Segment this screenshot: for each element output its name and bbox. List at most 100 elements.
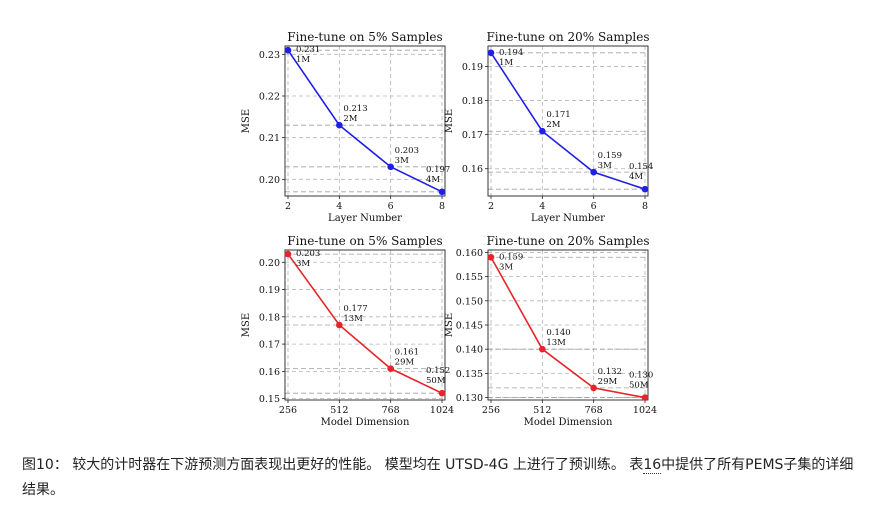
param-count-label: 3M [296, 259, 310, 269]
data-point [641, 185, 649, 193]
y-tick-label: 0.135 [456, 369, 483, 380]
caption-text-after: 中提供了所有PEMS子集的详细结果。 [22, 457, 854, 498]
y-tick-label: 0.130 [456, 393, 483, 404]
data-value-label: 0.132 [598, 367, 622, 377]
y-tick-label: 0.160 [456, 248, 483, 259]
param-count-label: 3M [598, 161, 612, 171]
data-value-label: 0.203 [395, 146, 419, 156]
y-tick-label: 0.150 [456, 296, 483, 307]
y-tick-label: 0.16 [462, 164, 483, 175]
data-value-label: 0.171 [546, 110, 570, 120]
data-value-label: 0.213 [343, 104, 367, 114]
y-tick-label: 0.20 [259, 175, 280, 186]
series-line [490, 52, 646, 190]
x-tick-label: 256 [482, 405, 500, 416]
data-point [641, 394, 649, 401]
y-tick-label: 0.21 [259, 133, 280, 144]
figure: Fine-tune on 5% Samples 2 4 6 8 0.20 0.21 0.22 0… [241, 30, 657, 428]
x-axis-label: Layer Number [531, 213, 605, 224]
data-point [336, 321, 343, 329]
data-point [284, 46, 292, 54]
x-tick-label: 4 [336, 201, 342, 212]
param-count-label: 3M [499, 262, 513, 272]
data-value-label: 0.159 [598, 151, 622, 161]
y-axis-label: MSE [241, 313, 252, 337]
y-tick-label: 0.23 [259, 50, 280, 61]
chart-title: Fine-tune on 5% Samples [287, 234, 442, 248]
x-tick-label: 1024 [430, 405, 454, 416]
data-value-label: 0.194 [499, 48, 523, 58]
chart-title: Fine-tune on 20% Samples [486, 234, 649, 248]
y-tick-label: 0.17 [462, 130, 483, 141]
data-point [590, 168, 597, 176]
data-value-label: 0.152 [426, 366, 450, 376]
chart-title: Fine-tune on 20% Samples [486, 30, 649, 44]
data-point [438, 188, 446, 196]
data-point [539, 127, 546, 135]
x-axis-label: Layer Number [328, 213, 402, 224]
y-tick-label: 0.145 [456, 321, 483, 332]
x-tick-label: 8 [439, 201, 445, 212]
figure-caption: 图10： 较大的计时器在下游预测方面表现出更好的性能。 模型均在 UTSD-4G… [22, 453, 857, 503]
y-tick-label: 0.19 [462, 62, 483, 73]
x-tick-label: 2 [488, 201, 494, 212]
chart-layer-20pct: Fine-tune on 20% Samples 2 4 6 8 0.16 0.17 0.18… [444, 30, 653, 224]
chart-layer-5pct: Fine-tune on 5% Samples 2 4 6 8 0.20 0.21 0.22 0… [241, 30, 450, 224]
x-tick-label: 768 [585, 405, 603, 416]
param-count-label: 4M [426, 175, 440, 185]
data-value-label: 0.197 [426, 165, 450, 175]
x-tick-label: 768 [382, 405, 400, 416]
x-tick-label: 6 [591, 201, 597, 212]
data-point [487, 49, 495, 57]
x-tick-label: 4 [539, 201, 545, 212]
y-tick-label: 0.18 [462, 96, 483, 107]
data-point [539, 345, 546, 353]
data-value-label: 0.140 [546, 328, 570, 338]
data-value-label: 0.203 [296, 249, 320, 259]
y-tick-label: 0.15 [259, 394, 280, 405]
chart-dim-5pct: Fine-tune on 5% Samples 256 512 768 1024 0.15… [241, 234, 454, 428]
param-count-label: 29M [395, 358, 415, 368]
y-tick-label: 0.16 [259, 367, 280, 378]
x-tick-label: 8 [642, 201, 648, 212]
x-axis-label: Model Dimension [524, 417, 613, 428]
series-line [287, 49, 443, 193]
param-count-label: 2M [546, 120, 560, 130]
plot-frame [284, 249, 446, 401]
y-tick-label: 0.19 [259, 285, 280, 296]
param-count-label: 13M [546, 338, 566, 348]
data-value-label: 0.159 [499, 252, 523, 262]
data-point [336, 121, 343, 129]
data-point [387, 163, 394, 171]
data-value-label: 0.177 [343, 304, 367, 314]
y-tick-label: 0.17 [259, 340, 280, 351]
chart-dim-20pct: Fine-tune on 20% Samples 256 512 768 1024 0.1… [444, 234, 657, 428]
x-tick-label: 512 [533, 405, 551, 416]
y-axis-label: MSE [241, 109, 252, 133]
y-tick-label: 0.22 [259, 92, 280, 103]
series-line [490, 256, 646, 399]
param-count-label: 29M [598, 377, 618, 387]
data-point [387, 365, 394, 372]
param-count-label: 3M [395, 156, 409, 166]
param-count-label: 50M [426, 376, 446, 386]
param-count-label: 1M [499, 58, 513, 68]
x-tick-label: 256 [279, 405, 297, 416]
data-value-label: 0.231 [296, 45, 320, 55]
data-value-label: 0.154 [629, 162, 653, 172]
y-tick-label: 0.140 [456, 345, 483, 356]
data-point [487, 253, 495, 261]
param-count-label: 2M [343, 114, 357, 124]
plot-frame [284, 45, 446, 197]
data-value-label: 0.130 [629, 371, 653, 381]
y-axis-label: MSE [444, 109, 455, 133]
series-line [287, 253, 443, 394]
param-count-label: 13M [343, 314, 363, 324]
x-tick-label: 512 [330, 405, 348, 416]
table-reference-link[interactable]: 16 [643, 457, 662, 474]
x-tick-label: 1024 [633, 405, 657, 416]
y-axis-label: MSE [444, 313, 455, 337]
data-point [590, 384, 597, 392]
x-axis-label: Model Dimension [321, 417, 410, 428]
y-tick-label: 0.18 [259, 312, 280, 323]
